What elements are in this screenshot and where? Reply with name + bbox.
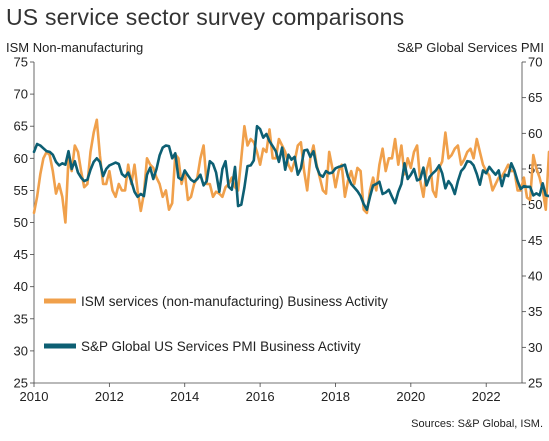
y-left-tick-label: 25 [14, 376, 28, 391]
y-left-tick-label: 75 [14, 55, 28, 70]
y-right-tick-label: 40 [528, 269, 542, 284]
y-right-tick-label: 65 [528, 90, 542, 105]
series-line-sp-global-services-pmi [32, 124, 549, 211]
y-left-tick-label: 35 [14, 311, 28, 326]
y-left-tick-label: 65 [14, 119, 28, 134]
y-right-tick-label: 45 [528, 233, 542, 248]
y-left-tick-label: 30 [14, 343, 28, 358]
y-left-tick-label: 60 [14, 151, 28, 166]
y-right-tick-label: 25 [528, 376, 542, 391]
x-tick-label: 2020 [396, 389, 425, 404]
y-left-tick-label: 50 [14, 215, 28, 230]
y-right-tick-label: 70 [528, 55, 542, 70]
x-tick-label: 2022 [472, 389, 501, 404]
legend-label-pmi: S&P Global US Services PMI Business Acti… [81, 339, 361, 354]
chart-title: US service sector survey comparisons [6, 4, 405, 30]
y-left-tick-label: 40 [14, 279, 28, 294]
x-tick-label: 2010 [20, 389, 49, 404]
x-tick-label: 2012 [95, 389, 124, 404]
legend-label-ism: ISM services (non-manufacturing) Busines… [81, 294, 388, 309]
x-tick-label: 2016 [246, 389, 275, 404]
y-right-tick-label: 30 [528, 340, 542, 355]
x-tick-label: 2018 [321, 389, 350, 404]
x-tick-label: 2014 [170, 389, 199, 404]
right-axis-label: S&P Global Services PMI [396, 40, 544, 55]
source-note: Sources: S&P Global, ISM. [411, 418, 543, 430]
legend: ISM services (non-manufacturing) Busines… [44, 294, 388, 354]
y-right-tick-label: 35 [528, 304, 542, 319]
y-left-tick-label: 70 [14, 87, 28, 102]
y-left-tick-label: 55 [14, 183, 28, 198]
left-axis-label: ISM Non-manufacturing [6, 40, 144, 55]
y-left-tick-label: 45 [14, 247, 28, 262]
y-right-tick-label: 60 [528, 126, 542, 141]
series-line-ism-services [32, 118, 549, 224]
y-right-tick-label: 50 [528, 197, 542, 212]
